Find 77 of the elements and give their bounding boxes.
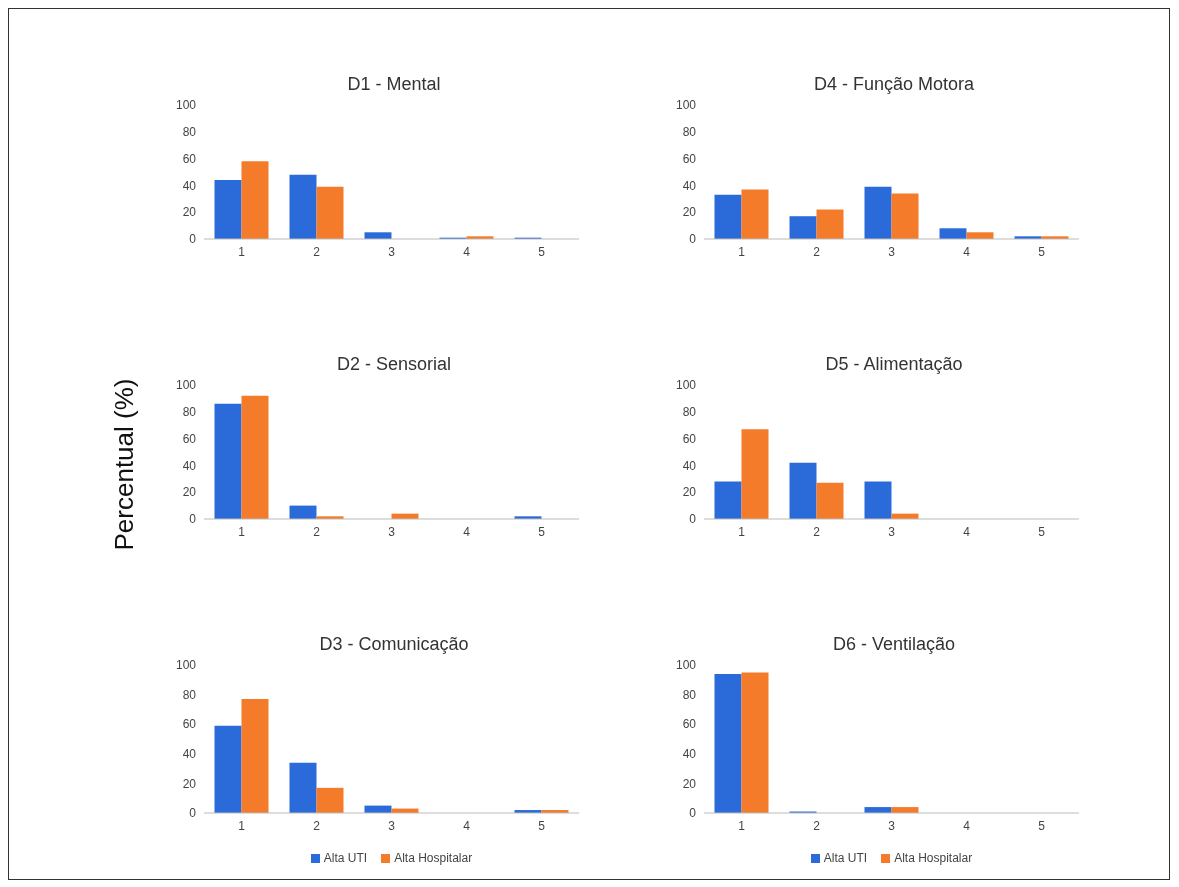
x-tick-label: 1 [238, 524, 246, 539]
legend-label: Alta UTI [322, 851, 368, 865]
y-tick-label: 60 [682, 431, 697, 446]
x-tick-label: 3 [888, 818, 896, 833]
x-tick-label: 5 [1038, 244, 1046, 259]
y-tick-label: 60 [182, 717, 197, 732]
x-tick-label: 3 [388, 244, 396, 259]
y-tick-label: 60 [182, 431, 197, 446]
x-tick-label: 3 [388, 524, 396, 539]
y-tick-label: 40 [182, 178, 197, 193]
y-tick-label: 80 [682, 125, 697, 140]
x-tick-label: 4 [463, 244, 471, 259]
x-tick-label: 1 [738, 818, 746, 833]
y-tick-label: 20 [182, 776, 197, 791]
chart-title: D5 - Alimentação [824, 354, 964, 375]
y-tick-label: 40 [182, 458, 197, 473]
y-tick-label: 80 [182, 125, 197, 140]
y-tick-label: 20 [182, 205, 197, 220]
y-tick-label: 100 [675, 98, 697, 113]
y-tick-label: 60 [182, 151, 197, 166]
y-tick-label: 100 [175, 658, 197, 673]
y-tick-label: 40 [182, 747, 197, 762]
legend-label: Alta UTI [822, 851, 868, 865]
y-tick-label: 60 [682, 717, 697, 732]
legend-label: Alta Hospitalar [393, 851, 473, 865]
x-tick-label: 2 [813, 244, 821, 259]
x-tick-label: 5 [1038, 818, 1046, 833]
x-tick-label: 4 [463, 818, 471, 833]
x-tick-label: 1 [738, 244, 746, 259]
x-tick-label: 3 [888, 244, 896, 259]
y-tick-label: 20 [682, 776, 697, 791]
y-tick-label: 100 [675, 378, 697, 393]
x-tick-label: 2 [813, 818, 821, 833]
x-tick-label: 5 [538, 244, 546, 259]
y-tick-label: 40 [682, 747, 697, 762]
x-tick-label: 1 [238, 818, 246, 833]
chart-title: D4 - Função Motora [812, 74, 976, 95]
chart-title: D3 - Comunicação [318, 634, 470, 655]
x-tick-label: 4 [963, 244, 971, 259]
x-tick-label: 5 [1038, 524, 1046, 539]
x-tick-label: 1 [238, 244, 246, 259]
x-tick-label: 4 [963, 818, 971, 833]
y-tick-label: 100 [175, 98, 197, 113]
x-tick-label: 3 [888, 524, 896, 539]
legend-label: Alta Hospitalar [893, 851, 973, 865]
x-tick-label: 2 [313, 244, 321, 259]
y-tick-label: 80 [182, 405, 197, 420]
x-tick-label: 4 [463, 524, 471, 539]
chart-title: D2 - Sensorial [335, 354, 452, 375]
y-tick-label: 0 [189, 232, 197, 247]
y-tick-label: 0 [689, 232, 697, 247]
y-tick-label: 40 [682, 178, 697, 193]
y-tick-label: 0 [189, 806, 197, 821]
x-tick-label: 2 [813, 524, 821, 539]
x-tick-label: 4 [963, 524, 971, 539]
y-tick-label: 100 [675, 658, 697, 673]
chart-title: D1 - Mental [346, 74, 442, 95]
y-tick-label: 60 [682, 151, 697, 166]
y-tick-label: 80 [682, 687, 697, 702]
y-tick-label: 80 [182, 687, 197, 702]
x-tick-label: 2 [313, 524, 321, 539]
y-tick-label: 100 [175, 378, 197, 393]
x-tick-label: 2 [313, 818, 321, 833]
y-tick-label: 20 [682, 205, 697, 220]
y-axis-title: Percentual (%) [108, 377, 140, 553]
y-tick-label: 20 [182, 485, 197, 500]
x-tick-label: 5 [538, 818, 546, 833]
x-tick-label: 5 [538, 524, 546, 539]
x-tick-label: 1 [738, 524, 746, 539]
chart-title: D6 - Ventilação [831, 634, 957, 655]
y-tick-label: 0 [189, 512, 197, 527]
y-tick-label: 80 [682, 405, 697, 420]
y-tick-label: 20 [682, 485, 697, 500]
y-tick-label: 40 [682, 458, 697, 473]
x-tick-label: 3 [388, 818, 396, 833]
y-tick-label: 0 [689, 512, 697, 527]
y-tick-label: 0 [689, 806, 697, 821]
